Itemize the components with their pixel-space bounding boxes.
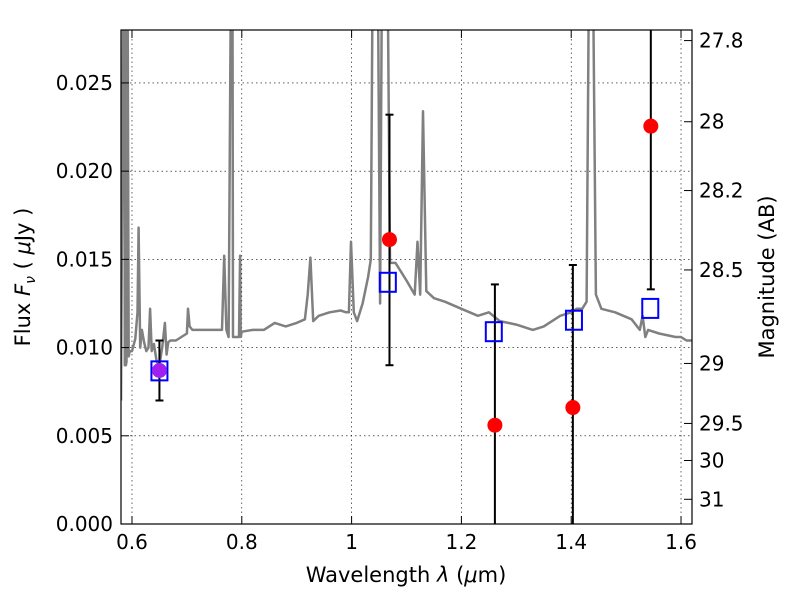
y-tick-label: 0.025 xyxy=(56,71,113,95)
x-tick-label: 1.2 xyxy=(445,530,477,554)
model-point-square xyxy=(564,309,583,331)
model-point-square xyxy=(641,297,660,319)
x-tick-label: 1.6 xyxy=(665,530,697,554)
y-tick-label: 0.015 xyxy=(56,247,113,271)
right-axis-tick-label: 27.8 xyxy=(699,29,744,53)
observed-point xyxy=(565,400,581,416)
observed-point xyxy=(643,118,659,134)
y-tick-label: 0.010 xyxy=(56,336,113,360)
right-axis-tick-label: 28.2 xyxy=(699,179,744,203)
observed-point xyxy=(381,232,397,248)
y-tick-label: 0.000 xyxy=(56,512,113,536)
observed-point xyxy=(151,363,167,379)
spectrum-line xyxy=(121,30,692,401)
right-axis-tick-label: 28.5 xyxy=(699,258,744,282)
data-layer xyxy=(121,30,692,524)
right-axis-tick-label: 28 xyxy=(699,110,724,134)
y-tick-label: 0.005 xyxy=(56,424,113,448)
x-tick-label: 1 xyxy=(345,530,358,554)
right-axis-tick-label: 29.5 xyxy=(699,411,744,435)
y-axis-title: Flux Fν ( μJy ) xyxy=(11,208,39,347)
x-tick-label: 0.8 xyxy=(226,530,258,554)
model-point-square xyxy=(484,321,503,343)
plot-frame xyxy=(120,29,693,525)
right-axis-tick-label: 30 xyxy=(699,448,724,472)
x-tick-label: 1.4 xyxy=(555,530,587,554)
y-tick-label: 0.020 xyxy=(56,159,113,183)
model-point-square xyxy=(150,360,169,382)
plot-area xyxy=(121,30,692,524)
x-tick-label: 0.6 xyxy=(116,530,148,554)
right-axis-tick-label: 29 xyxy=(699,351,724,375)
observed-point xyxy=(487,417,503,433)
model-point-square xyxy=(378,271,397,293)
right-axis-tick-label: 31 xyxy=(699,487,724,511)
x-axis-title: Wavelength λ (μm) xyxy=(306,563,507,587)
right-axis-title: Magnitude (AB) xyxy=(755,195,779,358)
axes: 0.6 0.8 1 1.2 1.4 1.6 0.000 0.005 0.010 0.015 0.02… xyxy=(56,29,744,554)
